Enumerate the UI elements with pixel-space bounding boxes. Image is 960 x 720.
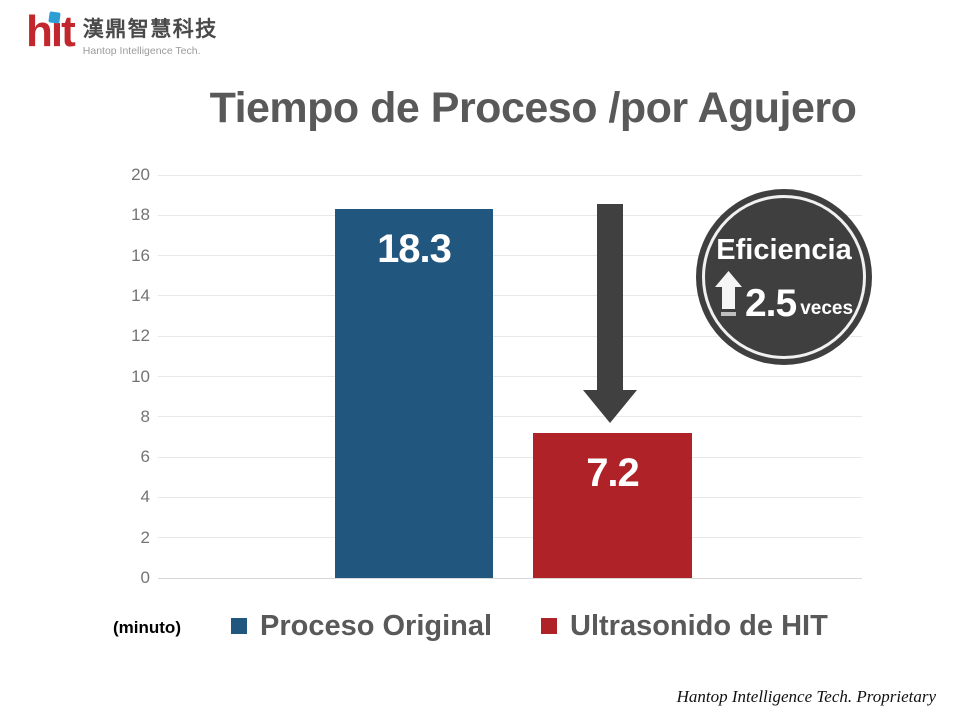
y-axis-tick-10: 10 — [131, 366, 150, 386]
badge-value-row: 2.5 veces — [714, 270, 854, 326]
y-axis-tick-0: 0 — [140, 568, 150, 587]
y-axis-tick-6: 6 — [140, 447, 150, 467]
bar-value-label-proceso-original: 18.3 — [377, 227, 452, 272]
legend-item-proceso-original: Proceso Original — [231, 608, 492, 644]
y-axis-tick-12: 12 — [131, 326, 150, 346]
bar-ultrasonido-hit: 7.2 — [533, 432, 692, 578]
legend-label-ultrasonido-hit: Ultrasonido de HIT — [570, 609, 828, 642]
legend-label-proceso-original: Proceso Original — [260, 609, 493, 642]
gridline-2 — [158, 537, 862, 539]
badge-title: Eficiencia — [716, 233, 852, 266]
footer-proprietary-notice: Hantop Intelligence Tech. Proprietary — [676, 687, 936, 706]
up-arrow-icon — [714, 270, 742, 322]
badge-content: Eficiencia 2.5 veces — [696, 189, 872, 365]
gridline-12 — [158, 335, 862, 337]
bar-value-label-ultrasonido-hit: 7.2 — [586, 450, 640, 495]
gridline-4 — [158, 496, 862, 498]
y-axis-tick-4: 4 — [140, 487, 150, 507]
gridline-10 — [158, 376, 862, 377]
gridline-14 — [158, 295, 862, 297]
gridline-20 — [158, 174, 862, 176]
logo-tagline: Hantop Intelligence Tech. — [82, 45, 201, 57]
down-arrow-icon — [583, 204, 637, 428]
hit-logo-wordmark: hit — [26, 10, 76, 54]
efficiency-badge: Eficiencia 2.5 veces — [696, 189, 872, 365]
gridline-8 — [158, 416, 862, 418]
gridline-0 — [158, 577, 862, 579]
y-axis-tick-18: 18 — [131, 205, 150, 225]
y-axis-unit-label: (minuto) — [113, 618, 181, 637]
y-axis-tick-8: 8 — [140, 406, 150, 426]
badge-suffix: veces — [800, 297, 854, 319]
badge-ring — [702, 195, 866, 359]
legend-swatch-blue — [231, 618, 247, 634]
page-title: Tiempo de Proceso /por Agujero — [209, 84, 857, 132]
bar-proceso-original: 18.3 — [335, 209, 493, 578]
y-axis-tick-2: 2 — [140, 527, 150, 547]
y-axis-tick-14: 14 — [131, 285, 150, 305]
logo-text-block: 漢鼎智慧科技 Hantop Intelligence Tech. — [83, 13, 218, 57]
y-axis-tick-16: 16 — [131, 245, 150, 265]
gridline-18 — [158, 214, 862, 216]
badge-value: 2.5 — [744, 282, 797, 326]
gridline-16 — [158, 255, 862, 257]
logo-chinese-name: 漢鼎智慧科技 — [82, 18, 218, 41]
legend-swatch-red — [541, 618, 557, 634]
gridline-6 — [158, 456, 862, 458]
legend-item-ultrasonido-hit: Ultrasonido de HIT — [541, 608, 828, 644]
company-logo: hit 漢鼎智慧科技 Hantop Intelligence Tech. — [26, 10, 218, 58]
y-axis-tick-20: 20 — [131, 165, 150, 184]
logo-i-dot-icon — [48, 11, 61, 24]
